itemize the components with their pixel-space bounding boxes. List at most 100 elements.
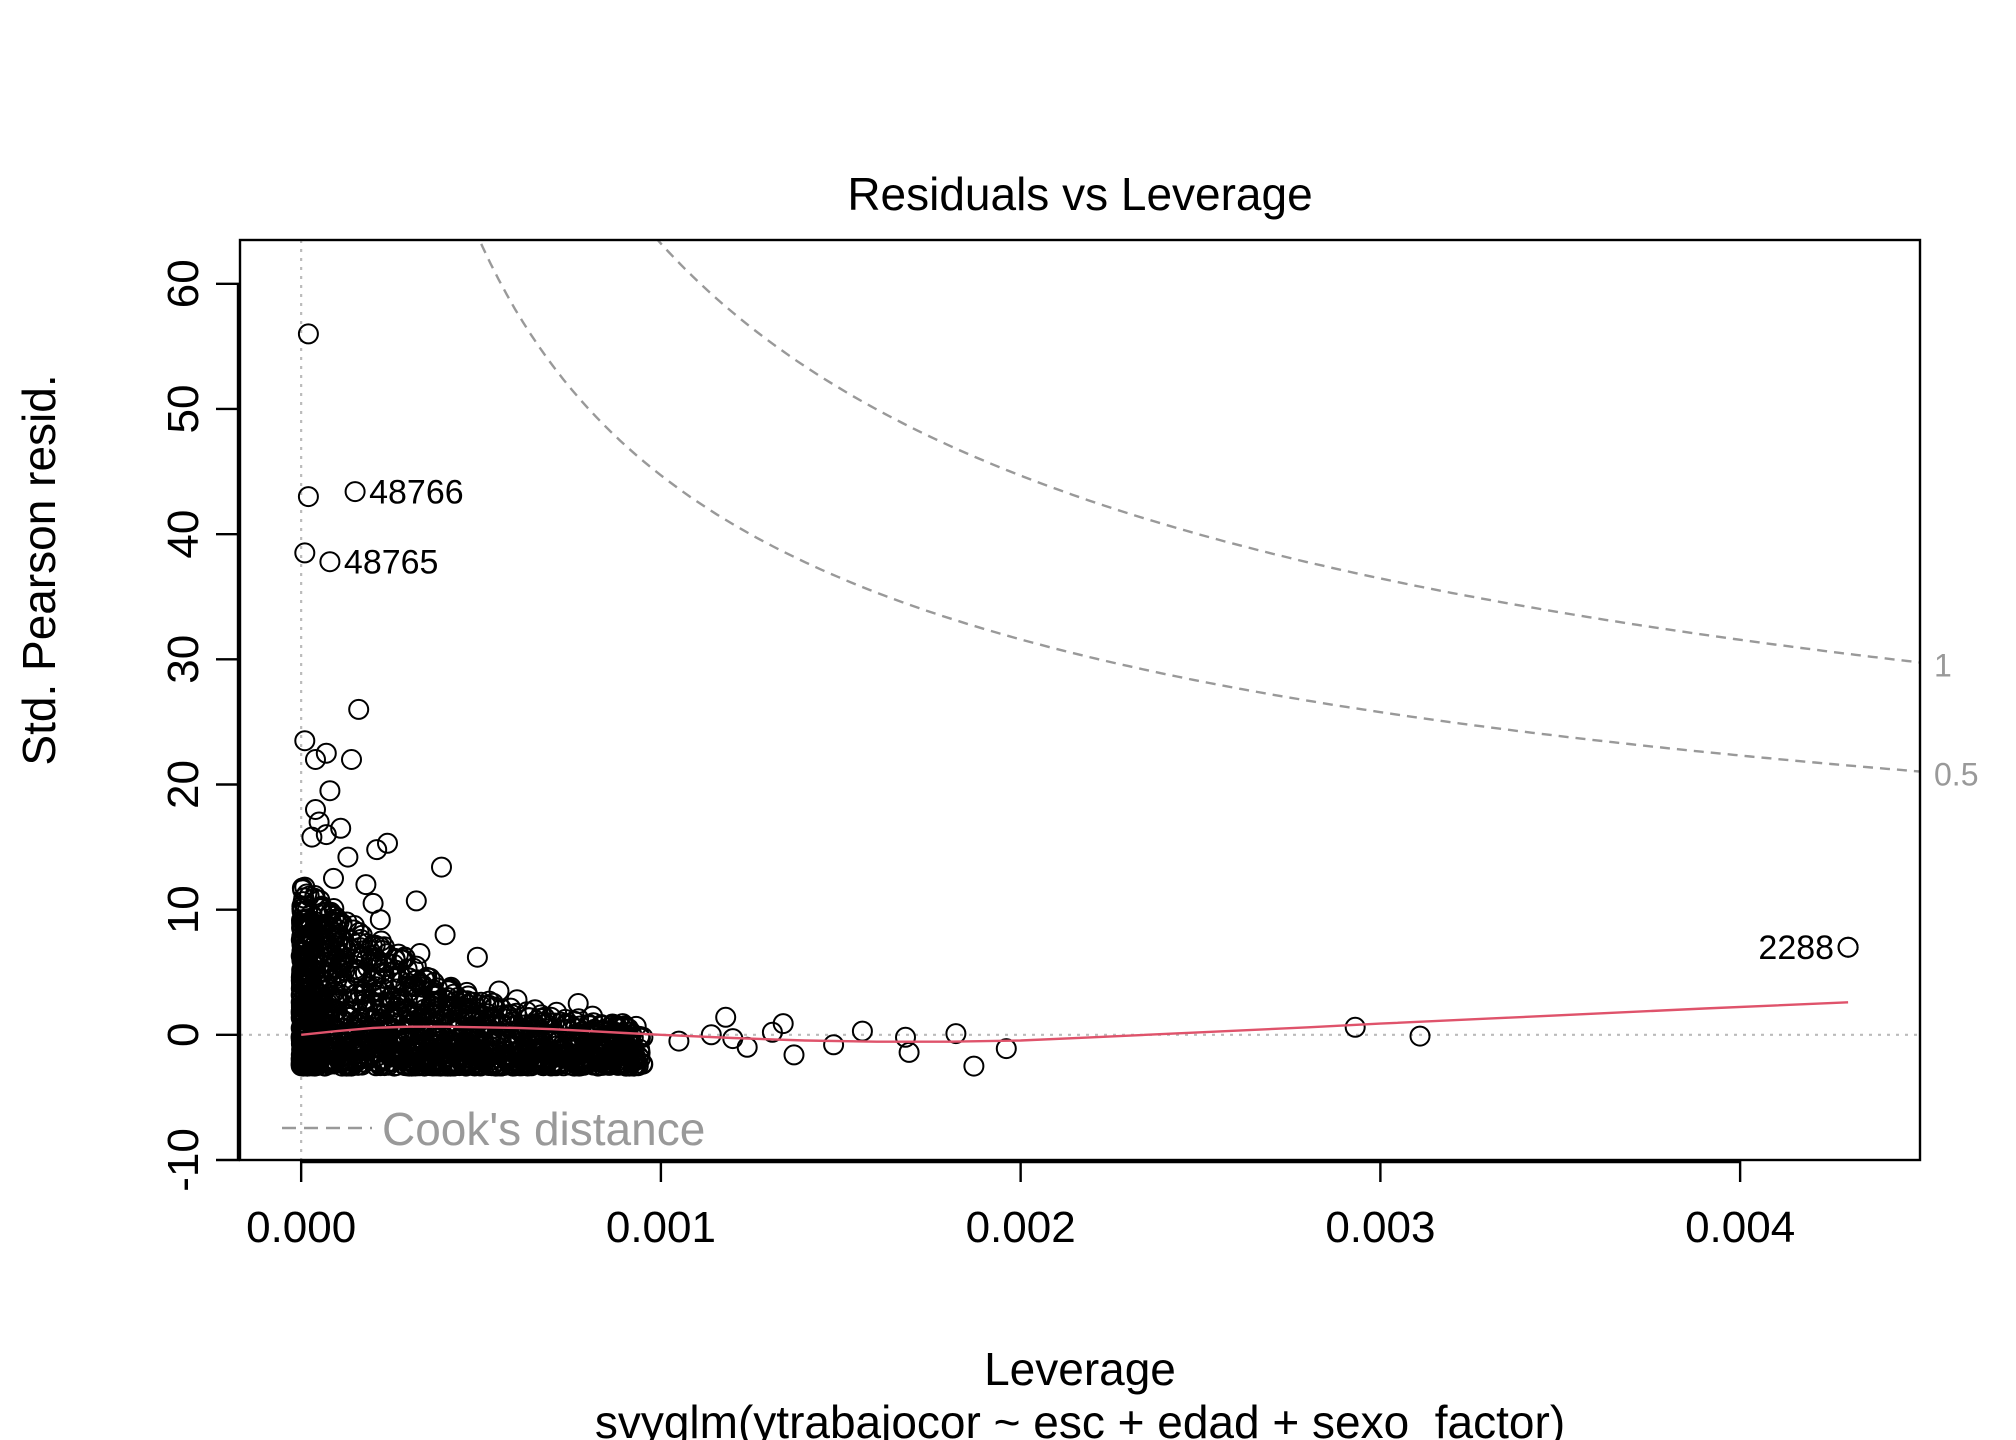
data-point [506,989,528,1011]
data-point [632,1053,654,1075]
x-tick-label: 0.002 [966,1203,1076,1252]
data-point [524,999,546,1021]
data-point [354,962,376,984]
data-point [394,947,416,969]
data-point [327,1035,349,1057]
data-point [462,1030,484,1052]
x-tick-label: 0.000 [246,1203,356,1252]
data-point [305,749,326,770]
data-point [587,1033,609,1054]
data-point [783,1044,805,1066]
data-point [323,867,344,889]
data-point [606,1024,628,1046]
data-point [367,1051,389,1073]
data-point [458,1052,480,1074]
smooth-line-group [301,1001,1849,1043]
data-point [293,1048,315,1070]
data-point [436,990,458,1011]
data-point [457,985,479,1007]
data-point [525,1038,547,1060]
data-point [567,993,589,1014]
data-point [413,1018,435,1040]
data-point [301,826,323,848]
data-point [434,924,456,946]
data-point [391,949,413,971]
data-point [389,962,411,984]
data-point [319,924,341,946]
data-point [364,934,386,956]
data-point [374,1012,396,1034]
data-point [325,972,347,994]
data-point [321,957,343,979]
data-point [431,856,452,878]
data-point [319,1014,341,1036]
data-point [319,551,341,573]
x-axis: 0.000 0.001 0.002 0.003 0.004 [246,1160,1795,1252]
data-point [436,1012,458,1034]
data-point [297,323,319,345]
data-point [582,1005,603,1027]
data-point [539,1041,561,1063]
y-tick-label: 10 [159,885,208,934]
cooks-distance-contours: 10.5 [478,240,1978,793]
data-point [488,980,510,1002]
cooks-contour-label: 1 [1934,647,1952,683]
chart-title: Residuals vs Leverage [847,168,1312,220]
data-point [898,1041,920,1063]
y-axis-label: Std. Pearson resid. [13,374,65,765]
data-point [304,943,326,965]
data-point [294,876,316,898]
data-point [373,936,395,958]
data-point [291,969,313,991]
data-point [317,1002,339,1024]
data-point [291,940,313,962]
data-point [416,966,438,988]
data-point [460,1042,482,1064]
data-point [290,1007,312,1029]
y-tick-label: 60 [159,259,208,308]
data-point [344,481,366,503]
point-labels: 48766 48765 2288 [344,474,1834,968]
point-label: 48766 [369,474,464,512]
data-point [352,1051,374,1073]
data-point [346,965,368,987]
data-point [379,987,401,1009]
data-point [607,1054,629,1076]
data-point [356,997,378,1019]
data-point [895,1026,916,1048]
y-tick-label: 40 [159,510,208,559]
x-axis-label: Leverage [984,1343,1176,1395]
data-point [348,922,370,943]
y-tick-label: 0 [159,1023,208,1047]
data-point [584,1046,606,1068]
legend-label: Cook's distance [382,1103,705,1155]
data-point [440,998,462,1020]
data-point [337,846,359,868]
data-point [315,742,337,764]
data-point [632,1026,654,1048]
data-point [381,1018,403,1040]
data-point [345,958,366,980]
data-point [546,1001,568,1023]
x-tick-label: 0.001 [606,1203,716,1252]
data-point [772,1013,794,1035]
data-point [531,1048,553,1070]
data-point [582,1054,604,1076]
data-point [348,698,370,720]
data-point [298,916,320,938]
chart-subtitle: svyglm(ytrabajocor ~ esc + edad + sexo_f… [595,1396,1565,1440]
data-point [399,975,421,997]
y-tick-label: 50 [159,385,208,434]
data-point [319,780,341,802]
data-point [384,987,406,1009]
data-point [668,1030,690,1052]
data-point [294,1005,316,1026]
data-point [420,1004,442,1026]
data-point [366,839,388,861]
cooks-contour-1 [656,240,1920,664]
data-point [431,1045,453,1067]
data-point [995,1038,1017,1060]
data-point [1344,1016,1366,1038]
data-point [405,890,427,912]
cooks-contour-0-5 [478,240,1920,773]
